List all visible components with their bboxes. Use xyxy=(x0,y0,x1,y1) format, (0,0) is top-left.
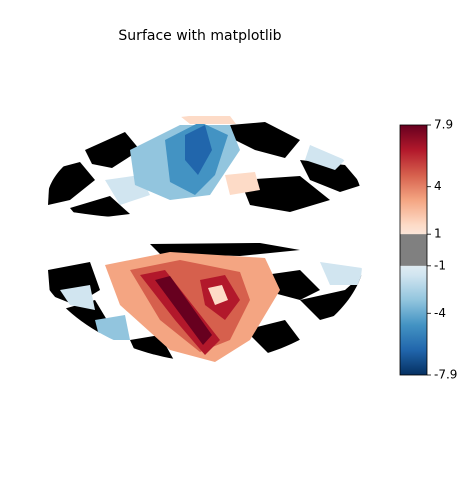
colorbar-frame xyxy=(399,124,428,376)
colorbar-tick-label: 4 xyxy=(434,179,442,193)
threshold-band xyxy=(400,234,427,266)
colorbar: -7.9 -4 -1 1 4 7.9 xyxy=(399,118,457,382)
colorbar-tick-label: -4 xyxy=(434,306,446,320)
top-hemisphere xyxy=(48,114,362,221)
colorbar-tick-label: -7.9 xyxy=(434,368,457,382)
colorbar-tick-label: -1 xyxy=(434,258,446,272)
chart-title: Surface with matplotlib xyxy=(118,28,281,44)
colorbar-tick-label: 1 xyxy=(434,227,442,241)
bottom-hemisphere xyxy=(48,241,363,363)
colorbar-tick-label: 7.9 xyxy=(434,118,453,132)
